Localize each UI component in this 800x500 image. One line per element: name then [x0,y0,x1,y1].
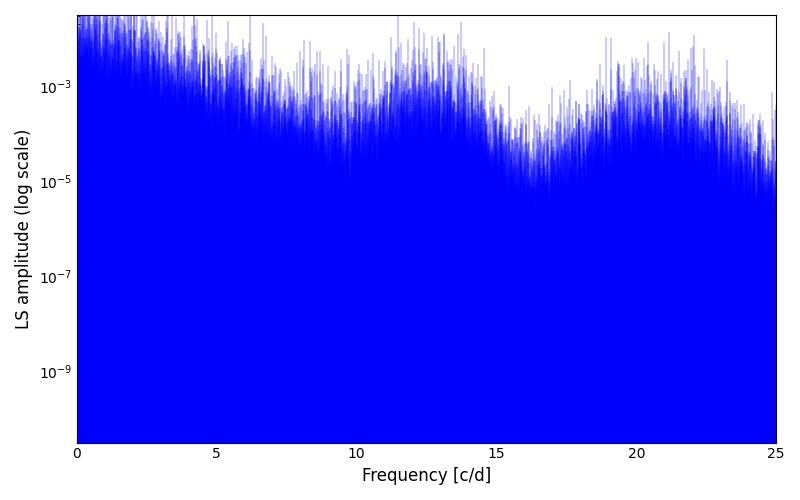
Y-axis label: LS amplitude (log scale): LS amplitude (log scale) [15,128,33,329]
X-axis label: Frequency [c/d]: Frequency [c/d] [362,467,491,485]
